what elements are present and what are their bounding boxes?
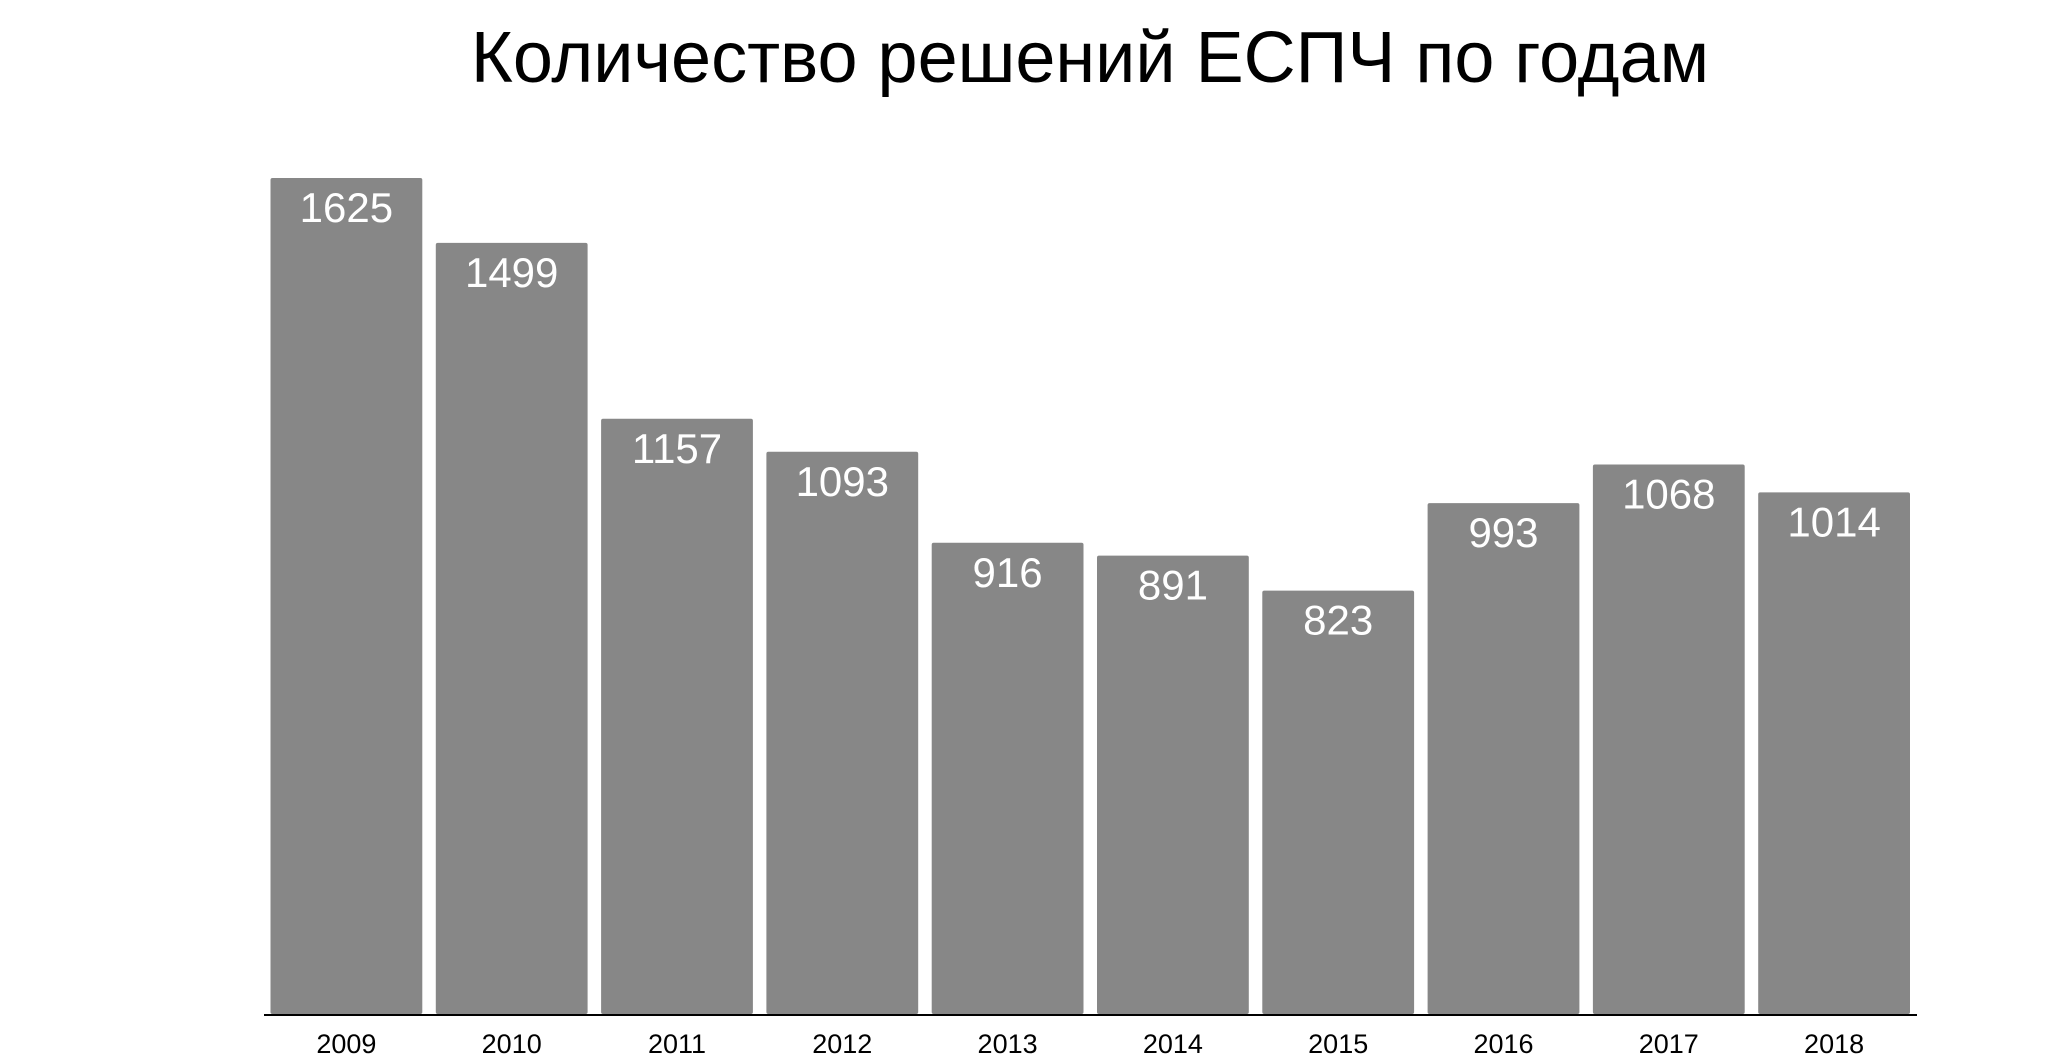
value-label: 1157 xyxy=(632,425,722,472)
value-label: 1499 xyxy=(465,249,558,296)
value-label: 993 xyxy=(1468,509,1538,556)
bar xyxy=(601,418,753,1014)
x-tick-label: 2010 xyxy=(482,1029,542,1059)
x-tick-label: 2009 xyxy=(316,1029,376,1059)
x-tick-label: 2014 xyxy=(1143,1029,1203,1059)
bar xyxy=(1427,503,1580,1014)
bar xyxy=(1758,492,1910,1014)
bar xyxy=(1592,464,1745,1015)
x-tick-label: 2012 xyxy=(812,1029,872,1059)
bar xyxy=(766,451,919,1014)
chart-title: Количество решений ЕСПЧ по годам xyxy=(471,18,1709,98)
bar xyxy=(1262,590,1415,1014)
x-tick-label: 2011 xyxy=(648,1029,706,1059)
bar xyxy=(1097,555,1249,1014)
value-label: 1093 xyxy=(796,458,889,505)
bar xyxy=(931,542,1084,1014)
bar xyxy=(270,178,423,1014)
value-label: 916 xyxy=(973,549,1043,596)
value-label: 891 xyxy=(1138,562,1208,609)
x-tick-label: 2016 xyxy=(1473,1029,1533,1059)
x-tick-label: 2013 xyxy=(978,1029,1038,1059)
x-tick-label: 2017 xyxy=(1639,1029,1699,1059)
value-label: 1625 xyxy=(300,184,393,231)
x-tick-label: 2015 xyxy=(1308,1029,1368,1059)
value-label: 823 xyxy=(1303,597,1373,644)
x-tick-label: 2018 xyxy=(1804,1029,1864,1059)
value-label: 1068 xyxy=(1622,471,1715,518)
bar xyxy=(435,242,588,1015)
value-label: 1014 xyxy=(1787,498,1880,545)
